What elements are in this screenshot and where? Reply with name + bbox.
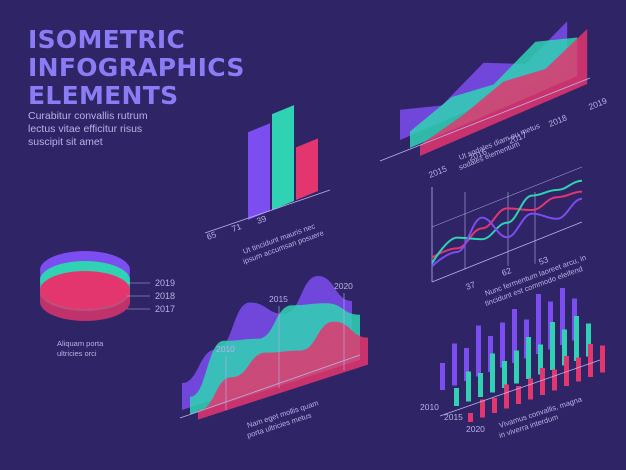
histogram-tick-2020: 2020 bbox=[466, 424, 485, 434]
histogram-bar-3-4 bbox=[504, 384, 509, 409]
histogram-bar-2-12 bbox=[586, 323, 591, 357]
mountain-axis bbox=[379, 77, 591, 162]
mountain-series-3 bbox=[420, 29, 588, 156]
line-series-3 bbox=[431, 197, 583, 267]
disc-caption-line-1: Aliquam porta bbox=[57, 339, 104, 348]
bar-3 bbox=[296, 138, 318, 200]
histogram-bar-3-9 bbox=[564, 356, 569, 386]
title-line-3: ELEMENTS bbox=[28, 81, 179, 110]
wave-series-3 bbox=[198, 321, 368, 420]
mountain-tick-2018: 2018 bbox=[547, 112, 569, 128]
wave-tick-2020: 2020 bbox=[334, 281, 353, 291]
histogram-bar-2-11 bbox=[574, 316, 579, 361]
line-tick-53: 53 bbox=[537, 254, 550, 267]
line-x-axis bbox=[431, 221, 583, 283]
histogram-bar-3-2 bbox=[480, 399, 485, 418]
histogram-bar-3-10 bbox=[576, 357, 581, 382]
bar-axis bbox=[204, 189, 331, 234]
histogram-bar-1-9 bbox=[536, 294, 541, 354]
histogram-bar-2-8 bbox=[538, 344, 543, 375]
histogram-bar-1-2 bbox=[452, 343, 457, 386]
histogram-bar-2-2 bbox=[466, 371, 471, 402]
histogram-bar-2-6 bbox=[514, 350, 519, 384]
wave-axis bbox=[179, 354, 361, 419]
histogram-bar-2-3 bbox=[478, 373, 483, 397]
histogram-bar-3-3 bbox=[492, 398, 497, 413]
histogram-tick-2015: 2015 bbox=[444, 412, 463, 422]
page-subtitle: Curabitur convallis rutrum lectus vitae … bbox=[28, 110, 203, 149]
histogram-bar-3-7 bbox=[540, 368, 545, 395]
subtitle-line-2: lectus vitae efficitur risus bbox=[28, 123, 143, 135]
page-title: ISOMETRIC INFOGRAPHICS ELEMENTS bbox=[28, 26, 245, 110]
histogram-bar-1-11 bbox=[560, 288, 565, 345]
histogram-axis bbox=[439, 359, 601, 417]
histogram-bar-2-9 bbox=[550, 322, 555, 370]
disc-side-2019 bbox=[40, 290, 130, 321]
bar-1 bbox=[248, 123, 270, 220]
bar-value-71: 71 bbox=[230, 221, 243, 234]
line-series-2 bbox=[431, 179, 583, 264]
subtitle-line-1: Curabitur convallis rutrum bbox=[28, 110, 148, 122]
bar-value-65: 65 bbox=[205, 229, 218, 242]
histogram-bar-3-5 bbox=[516, 386, 521, 404]
disc-caption-line-2: ultricies orci bbox=[57, 349, 97, 358]
histogram-bar-2-4 bbox=[490, 353, 495, 393]
disc-top-2019 bbox=[40, 271, 130, 309]
histogram-bar-2-5 bbox=[502, 361, 507, 388]
disc-label-2018: 2018 bbox=[155, 291, 175, 301]
wave-tick-2010: 2010 bbox=[216, 344, 235, 354]
histogram-tick-2010: 2010 bbox=[420, 402, 439, 412]
mountain-tick-2019: 2019 bbox=[587, 95, 609, 111]
mountain-tick-2015: 2015 bbox=[427, 163, 449, 179]
histogram-bar-2-7 bbox=[526, 337, 531, 379]
histogram-bar-1-4 bbox=[476, 325, 481, 377]
bar-value-39: 39 bbox=[255, 213, 268, 226]
histogram-bar-1-1 bbox=[440, 363, 445, 390]
line-series-1 bbox=[431, 190, 583, 259]
subtitle-line-3: suscipit sit amet bbox=[28, 136, 103, 148]
disc-label-2017: 2017 bbox=[155, 304, 175, 314]
histogram-bar-1-3 bbox=[464, 348, 469, 381]
histogram-bar-3-6 bbox=[528, 378, 533, 400]
histogram-bar-2-10 bbox=[562, 329, 567, 366]
line-tick-62: 62 bbox=[500, 265, 513, 278]
bar-2 bbox=[272, 105, 294, 210]
histogram-bar-2-1 bbox=[454, 388, 459, 406]
histogram-bar-1-7 bbox=[512, 309, 517, 363]
histogram-bar-3-12 bbox=[600, 345, 605, 373]
histogram-bar-3-8 bbox=[552, 369, 557, 391]
line-tick-37: 37 bbox=[464, 279, 477, 292]
disc-label-2019: 2019 bbox=[155, 278, 175, 288]
wave-tick-2015: 2015 bbox=[269, 294, 288, 304]
line-guide bbox=[431, 166, 583, 228]
histogram-bar-3-1 bbox=[468, 413, 473, 422]
title-line-1: ISOMETRIC bbox=[28, 25, 186, 54]
histogram-bar-1-6 bbox=[500, 322, 505, 368]
histogram-bar-3-11 bbox=[588, 344, 593, 377]
title-line-2: INFOGRAPHICS bbox=[28, 53, 245, 82]
